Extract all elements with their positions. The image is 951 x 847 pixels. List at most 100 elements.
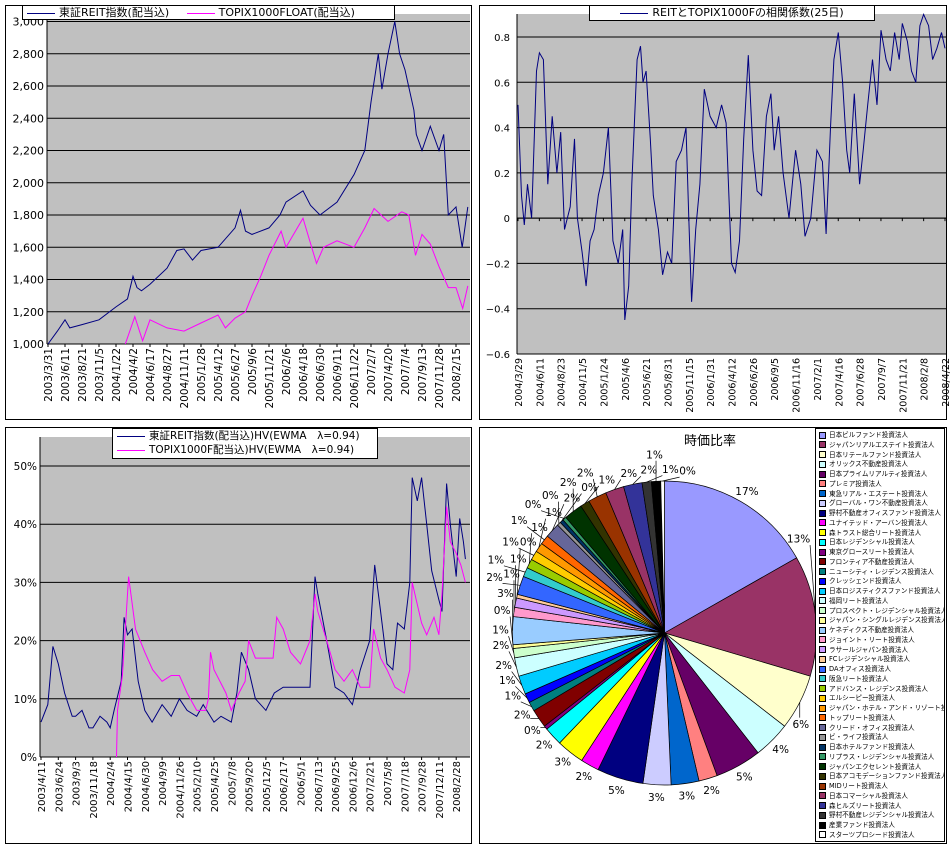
- pie-data-label: 0%: [520, 537, 537, 549]
- x-tick-label: 2005/8/31: [663, 358, 674, 407]
- legend-color-swatch-icon: [819, 782, 826, 790]
- line-swatch-icon: [27, 12, 55, 14]
- y-tick-label: 30%: [14, 577, 37, 589]
- x-tick-label: 2007/12/11: [435, 761, 446, 819]
- pie-data-label: 1%: [510, 554, 527, 566]
- legend-color-swatch-icon: [819, 831, 826, 839]
- pie-data-label: 1%: [488, 554, 505, 566]
- line-swatch-icon: [620, 12, 649, 14]
- x-tick-label: 2005/2/10: [193, 761, 204, 812]
- series-line-0: [47, 21, 469, 345]
- x-tick-label: 2004/1/22: [111, 348, 123, 402]
- pie-legend-label: プロスペクト・レジデンシャル投資法人: [829, 606, 944, 615]
- pie-legend-label: クレッシェンド投資法人: [829, 577, 902, 586]
- y-tick-label: 1,400: [13, 274, 45, 287]
- pie-leader-line: [584, 485, 600, 504]
- pie-legend-item: 日本リテールファンド投資法人: [819, 451, 944, 461]
- y-tick-label: 0%: [20, 752, 37, 764]
- pie-data-label: 2%: [641, 465, 658, 477]
- x-tick-label: 2004/4/2: [128, 348, 140, 395]
- pie-legend-item: 日本レジデンシャル投資法人: [819, 538, 944, 548]
- x-tick-label: 2008/4/22: [941, 358, 951, 407]
- x-tick-label: 2005/4/12: [213, 348, 225, 402]
- pie-legend-item: 福岡リート投資法人: [819, 597, 944, 607]
- legend-color-swatch-icon: [819, 587, 826, 595]
- y-tick-label: 2,000: [13, 177, 45, 190]
- pie-data-label: 3%: [554, 757, 571, 769]
- y-tick-label: 1,000: [13, 338, 45, 351]
- legend-color-swatch-icon: [819, 616, 826, 624]
- pie-legend-item: ケネディクス不動産投資法人: [819, 626, 944, 636]
- pie-legend-item: 日本プライムリアルティ投資法人: [819, 470, 944, 480]
- pie-data-label: 13%: [787, 534, 810, 546]
- pie-leader-line: [538, 518, 546, 548]
- pie-legend-label: 野村不動産オフィスファンド投資法人: [829, 509, 941, 517]
- pie-data-label: 2%: [493, 640, 510, 652]
- pie-data-label: 1%: [499, 675, 516, 687]
- pie-legend-label: オリックス不動産投資法人: [829, 460, 908, 469]
- pie-legend-item: ユナイテッド・アーバン投資法人: [819, 519, 944, 529]
- pie-leader-line: [516, 548, 521, 597]
- pie-legend-label: スターツプロシード投資法人: [829, 830, 915, 839]
- x-tick-label: 2008/2/15: [451, 348, 463, 402]
- pie-leader-line: [557, 501, 560, 524]
- line-chart-2: 0% 10% 20% 30% 40% 50% 2003/4/11 2003/6/24 2003/…: [14, 437, 470, 819]
- x-tick-label: 2003/9/3: [72, 761, 83, 806]
- pie-legend-label: 福岡リート投資法人: [829, 596, 889, 605]
- legend-color-swatch-icon: [819, 441, 826, 449]
- x-tick-label: 2003/6/24: [54, 761, 65, 812]
- pie-data-label: 1%: [504, 690, 521, 702]
- x-tick-label: 2004/11/11: [179, 348, 191, 409]
- pie-data-label: 1%: [598, 474, 615, 486]
- legend-color-swatch-icon: [819, 607, 826, 614]
- pie-data-label: 17%: [735, 486, 758, 498]
- pie-data-label: 3%: [678, 790, 695, 802]
- pie-data-label: 6%: [793, 719, 810, 731]
- pie-legend-item: 野村不動産レジデンシャル投資法人: [819, 811, 944, 821]
- pie-legend-label: ラサールジャパン投資法人: [829, 645, 909, 654]
- pie-legend-label: エルシーピー投資法人: [829, 694, 895, 703]
- pie-data-label: 0%: [525, 499, 542, 511]
- x-tick-label: 2006/2/17: [279, 761, 290, 812]
- legend-color-swatch-icon: [819, 655, 826, 663]
- pie-data-label: 4%: [772, 744, 789, 756]
- pie-slice: [660, 480, 665, 634]
- pie-legend-label: アドバンス・レジデンス投資法人: [829, 684, 928, 693]
- legend-label: TOPIX1000FLOAT(配当込): [218, 6, 355, 19]
- pie-legend-item: 森トラスト総合リート投資法人: [819, 529, 944, 539]
- x-tick-label: 2006/2/6: [281, 348, 293, 395]
- x-tick-label: 2006/11/22: [349, 348, 361, 409]
- pie-legend-item: プロスペクト・レジデンシャル投資法人: [819, 607, 944, 617]
- legend-color-swatch-icon: [819, 772, 826, 780]
- pie-legend-item: ジャパンリアルエステイト投資法人: [819, 441, 944, 451]
- pie-leader-line: [646, 475, 663, 483]
- legend-color-swatch-icon: [819, 792, 826, 800]
- line-swatch-icon: [117, 435, 145, 437]
- pie-legend-label: 東急リアル・エステート投資法人: [829, 489, 928, 498]
- x-tick-label: 2007/5/8: [383, 761, 394, 806]
- pie-data-label: 2%: [536, 739, 553, 751]
- legend-label: 東証REIT指数(配当込): [59, 6, 170, 19]
- y-tick-label: −0.2: [486, 259, 510, 270]
- pie-legend-item: 日本コマーシャル投資法人: [819, 792, 944, 802]
- legend-color-swatch-icon: [819, 626, 826, 634]
- y-tick-label: 0.8: [494, 33, 510, 44]
- legend-color-swatch-icon: [819, 490, 826, 497]
- legend-color-swatch-icon: [819, 548, 826, 556]
- pie-legend-label: 森トラスト総合リート投資法人: [829, 528, 922, 537]
- line-chart-0: 1,000 1,200 1,400 1,600 1,800 2,000 2,200 2,400…: [13, 14, 470, 409]
- legend-color-swatch-icon: [819, 480, 826, 488]
- pie-legend-item: クリード・オフィス投資法人: [819, 724, 944, 734]
- pie-leader-line: [515, 686, 528, 699]
- legend-color-swatch-icon: [819, 529, 826, 536]
- legend-item: REITとTOPIX1000Fの相関係数(25日): [620, 6, 844, 20]
- pie-legend-item: 東京グロースリート投資法人: [819, 548, 944, 558]
- y-tick-label: 40%: [14, 519, 37, 531]
- legend-color-swatch-icon: [819, 733, 826, 741]
- pie-legend: 日本ビルファンド投資法人 ジャパンリアルエステイト投資法人 日本リテールファンド投資…: [815, 428, 945, 842]
- x-tick-label: 2007/11/21: [898, 358, 909, 413]
- y-tick-label: 2,800: [13, 48, 45, 61]
- x-tick-label: 2004/6/30: [141, 761, 152, 812]
- pie-data-label: 0%: [679, 466, 696, 478]
